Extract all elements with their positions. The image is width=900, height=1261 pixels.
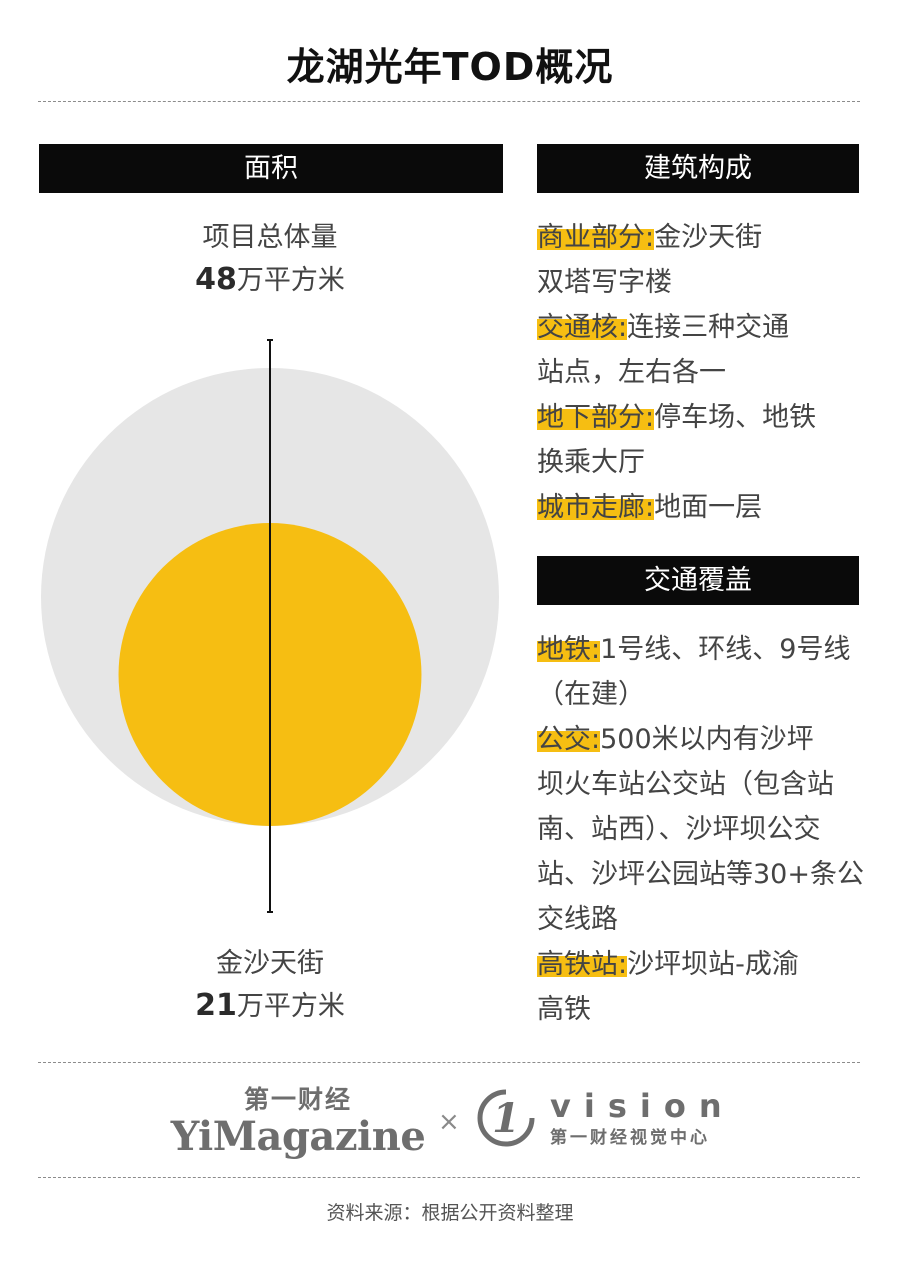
traffic-key-metro: 地铁: <box>537 634 601 665</box>
page-title: 龙湖光年TOD概况 <box>286 45 614 89</box>
traffic-text-rail: 沙坪坝站-成渝 <box>627 949 799 980</box>
traffic-key-bus: 公交: <box>537 724 601 755</box>
footer-divider-bottom <box>38 1177 860 1178</box>
traffic-text-metro: 1号线、环线、9号线 <box>600 634 851 665</box>
jinsha-area-name: 金沙天街 <box>216 948 324 979</box>
area-header: 面积 <box>39 144 503 193</box>
vision-logo-en: vision <box>550 1087 735 1125</box>
building-text-transport-core: 连接三种交通 <box>627 312 790 343</box>
yimagazine-logo-en: YiMagazine <box>170 1113 426 1160</box>
traffic-item-metro: 地铁:1号线、环线、9号线 （在建） <box>537 627 867 717</box>
jinsha-area-unit: 万平方米 <box>236 991 345 1022</box>
total-area-label: 项目总体量 48万平方米 <box>120 218 420 303</box>
yimagazine-logo: 第一财经 YiMagazine <box>168 1085 428 1159</box>
total-area-unit: 万平方米 <box>236 265 345 296</box>
building-key-commercial: 商业部分: <box>537 222 655 253</box>
yimagazine-logo-cn: 第一财经 <box>243 1085 352 1114</box>
traffic-cont-metro: （在建） <box>537 679 645 710</box>
traffic-text-bus: 500米以内有沙坪 <box>600 724 814 755</box>
traffic-key-rail: 高铁站: <box>537 949 628 980</box>
logo-separator: × <box>438 1107 460 1137</box>
top-divider <box>38 101 860 102</box>
building-key-corridor: 城市走廊: <box>537 492 655 523</box>
vision-mark-number: 1 <box>492 1095 520 1142</box>
building-text-commercial: 金沙天街 <box>654 222 763 253</box>
vision-logo: 1 vision 第一财经视觉中心 <box>474 1086 744 1150</box>
building-cont-transport-core: 站点，左右各一 <box>537 357 726 388</box>
vision-mark-icon: 1 <box>477 1089 535 1147</box>
building-list: 商业部分:金沙天街双塔写字楼 交通核:连接三种交通站点，左右各一 地下部分:停车… <box>537 215 867 530</box>
traffic-item-rail: 高铁站:沙坪坝站-成渝高铁 <box>537 942 867 1032</box>
building-item-transport-core: 交通核:连接三种交通站点，左右各一 <box>537 305 867 395</box>
building-key-transport-core: 交通核: <box>537 312 628 343</box>
building-item-underground: 地下部分:停车场、地铁 换乘大厅 <box>537 395 867 485</box>
total-area-value-line: 48万平方米 <box>120 258 420 303</box>
jinsha-area-value: 21 <box>195 988 237 1023</box>
jinsha-area-value-line: 21万平方米 <box>120 984 420 1029</box>
total-area-value: 48 <box>195 262 237 297</box>
jinsha-area-label: 金沙天街 21万平方米 <box>120 944 420 1029</box>
traffic-cont-bus: 坝火车站公交站（包含站南、站西）、沙坪坝公交站、沙坪公园站等30+条公交线路 <box>537 769 864 935</box>
traffic-list: 地铁:1号线、环线、9号线 （在建） 公交:500米以内有沙坪坝火车站公交站（包含… <box>537 627 867 1032</box>
building-key-underground: 地下部分: <box>537 402 655 433</box>
building-cont-underground: 换乘大厅 <box>537 447 645 478</box>
traffic-header: 交通覆盖 <box>537 556 859 605</box>
total-area-name: 项目总体量 <box>202 222 338 253</box>
building-item-commercial: 商业部分:金沙天街双塔写字楼 <box>537 215 867 305</box>
traffic-cont-rail: 高铁 <box>537 994 591 1025</box>
building-text-corridor: 地面一层 <box>654 492 763 523</box>
vision-logo-cn: 第一财经视觉中心 <box>550 1128 710 1148</box>
building-item-corridor: 城市走廊:地面一层 <box>537 485 867 530</box>
traffic-item-bus: 公交:500米以内有沙坪坝火车站公交站（包含站南、站西）、沙坪坝公交站、沙坪公园… <box>537 717 867 942</box>
building-text-underground: 停车场、地铁 <box>654 402 817 433</box>
footer-divider-top <box>38 1062 860 1063</box>
building-header: 建筑构成 <box>537 144 859 193</box>
building-cont-commercial: 双塔写字楼 <box>537 267 672 298</box>
source-note: 资料来源：根据公开资料整理 <box>326 1202 574 1224</box>
